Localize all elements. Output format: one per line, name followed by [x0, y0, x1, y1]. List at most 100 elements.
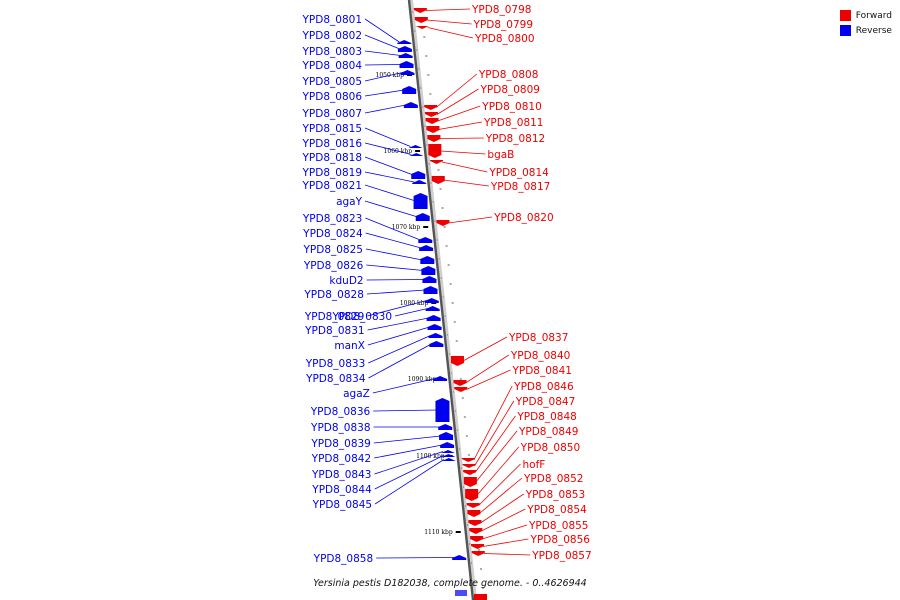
forward-gene-leader [478, 463, 521, 506]
forward-gene-glyph [424, 105, 438, 110]
reverse-gene-leader [364, 200, 418, 218]
reverse-gene-glyph [399, 61, 414, 68]
forward-gene-glyph [466, 503, 480, 508]
forward-gene-label: YPD8_0814 [488, 167, 549, 179]
reverse-gene-label: agaZ [343, 388, 370, 400]
reverse-gene-glyph [438, 424, 453, 430]
forward-gene-leader [474, 415, 516, 473]
forward-swatch [839, 10, 851, 21]
forward-gene-glyph [470, 536, 484, 542]
reverse-gene-leader [364, 50, 401, 56]
forward-gene-glyph [424, 112, 438, 117]
forward-gene-label: YPD8_0799 [473, 19, 533, 31]
reverse-gene-glyph [413, 193, 428, 209]
reverse-gene-glyph [419, 245, 434, 251]
reverse-gene-glyph [400, 70, 415, 75]
forward-gene-glyph [465, 489, 479, 501]
forward-gene-leader [480, 493, 524, 524]
legend: Forward Reverse [839, 8, 892, 38]
reverse-gene-glyph [397, 40, 412, 44]
reverse-gene-label: YPD8_0831 [304, 325, 364, 337]
forward-gene-label: YPD8_0812 [485, 133, 545, 145]
reverse-gene-leader [364, 72, 403, 82]
forward-gene-label: YPD8_0849 [518, 426, 578, 438]
forward-gene-label: YPD8_0854 [526, 504, 587, 516]
legend-forward: Forward [839, 8, 892, 23]
reverse-gene-leader [364, 142, 412, 155]
forward-gene-leader [441, 161, 488, 173]
reverse-gene-glyph [426, 315, 441, 321]
reverse-gene-label: YPD8_0819 [302, 167, 362, 179]
forward-gene-glyph [471, 544, 485, 549]
reverse-gene-label: YPD8_0826 [303, 260, 364, 272]
reverse-gene-leader [365, 248, 423, 261]
reverse-gene-glyph [412, 180, 427, 184]
forward-gene-glyph [454, 387, 468, 392]
reverse-gene-label: YPD8_0806 [302, 91, 363, 103]
reverse-end-feature [455, 590, 467, 596]
forward-gene-glyph [436, 220, 450, 226]
forward-gene-label: YPD8_0850 [520, 442, 580, 454]
genome-axis-shadow [409, 0, 477, 600]
scale-tick-label: 1100 kbp [416, 453, 445, 460]
reverse-gene-label: manX [334, 340, 365, 352]
forward-gene-leader [448, 216, 493, 224]
forward-gene-glyph [414, 17, 428, 23]
reverse-gene-label: agaY [336, 196, 363, 208]
reverse-gene-glyph [429, 341, 444, 347]
forward-gene-glyph [469, 528, 483, 534]
forward-gene-label: YPD8_0853 [525, 489, 585, 501]
forward-gene-glyph [425, 118, 439, 124]
reverse-gene-label: YPD8_0828 [303, 289, 363, 301]
reverse-gene-glyph [422, 276, 437, 283]
forward-gene-glyph [415, 26, 429, 29]
reverse-gene-leader [373, 409, 438, 412]
reverse-gene-leader [364, 184, 416, 202]
forward-gene-glyph [428, 144, 442, 158]
forward-gene-leader [465, 354, 510, 384]
reverse-gene-label: YPD8_0805 [302, 76, 362, 88]
reverse-gene-leader [366, 289, 426, 295]
reverse-gene-glyph [415, 213, 430, 221]
forward-gene-label: YPD8_0856 [529, 534, 590, 546]
reverse-gene-label: YPD8_0858 [313, 553, 373, 565]
forward-gene-glyph [426, 126, 440, 133]
forward-gene-label: YPD8_0820 [493, 212, 553, 224]
forward-gene-glyph [450, 356, 464, 366]
reverse-gene-glyph [440, 442, 455, 448]
reverse-gene-leader [374, 444, 443, 459]
reverse-gene-leader [368, 335, 431, 364]
reverse-gene-leader [366, 264, 424, 271]
reverse-gene-label: YPD8_0836 [310, 406, 371, 418]
reverse-gene-glyph [441, 454, 456, 457]
legend-reverse-label: Reverse [855, 25, 892, 36]
reverse-gene-leader [373, 435, 442, 444]
forward-gene-label: YPD8_0808 [478, 69, 538, 81]
reverse-gene-leader [364, 64, 402, 66]
forward-gene-label: YPD8_0800 [474, 33, 534, 45]
reverse-gene-leader [376, 557, 455, 559]
reverse-gene-label: YPD8_0830 [332, 311, 392, 323]
reverse-gene-leader [365, 232, 422, 249]
genome-caption: Yersinia pestis D182038, complete genome… [313, 578, 587, 589]
reverse-gene-label: YPD8_0845 [312, 499, 372, 511]
forward-gene-leader [473, 385, 513, 461]
forward-gene-glyph [461, 458, 475, 462]
forward-gene-leader [479, 477, 523, 514]
reverse-gene-leader [374, 459, 445, 505]
forward-gene-leader [438, 121, 483, 130]
forward-gene-glyph [462, 464, 476, 468]
forward-gene-label: YPD8_0837 [508, 332, 568, 344]
forward-gene-glyph [463, 470, 477, 475]
reverse-gene-label: YPD8_0818 [302, 152, 362, 164]
forward-gene-label: YPD8_0817 [490, 181, 550, 193]
reverse-gene-glyph [421, 266, 436, 275]
scale-tick-label: 1090 kbp [408, 376, 437, 383]
reverse-gene-leader [374, 455, 444, 490]
forward-gene-label: YPD8_0840 [510, 350, 570, 362]
reverse-gene-glyph [402, 86, 417, 94]
scale-tick-label: 1070 kbp [392, 224, 421, 231]
reverse-gene-label: YPD8_0807 [302, 108, 362, 120]
forward-gene-leader [474, 400, 515, 467]
